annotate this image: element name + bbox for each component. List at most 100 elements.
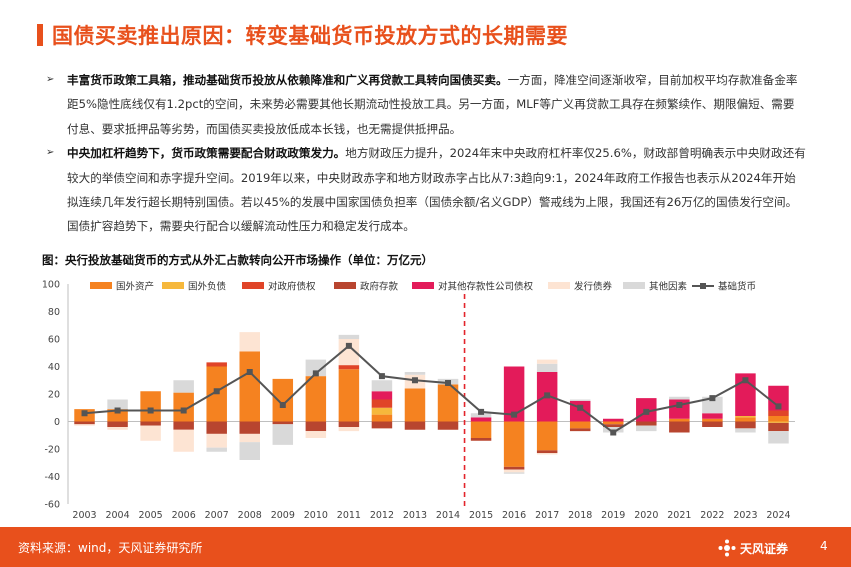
bar-segment [536, 359, 558, 364]
line-point [577, 404, 584, 411]
bar-segment [702, 421, 723, 427]
legend-label: 国外负债 [188, 281, 227, 293]
x-tick-label: 2003 [72, 510, 96, 521]
bar-segment [140, 425, 161, 441]
bar-segment [569, 428, 591, 432]
bar-segment [669, 396, 690, 400]
bar-segment [569, 400, 591, 422]
line-point [312, 370, 319, 377]
bar-segment [173, 392, 194, 422]
bar-segment [569, 421, 591, 429]
bar-segment [470, 413, 492, 418]
bar-segment [669, 421, 690, 433]
bar-segment [702, 413, 723, 419]
legend-swatch [242, 282, 264, 289]
bar-segment [74, 424, 95, 426]
bar-segment [338, 427, 360, 432]
y-tick-label: -60 [44, 500, 60, 511]
bullet-item: ➢ 中央加杠杆趋势下，货币政策需要配合财政政策发力。地方财政压力提升，2024年末… [46, 141, 806, 239]
bar-segment [768, 410, 789, 416]
x-tick-label: 2019 [601, 510, 625, 521]
bar-segment [768, 421, 789, 423]
bar-segment [371, 414, 393, 422]
tianfeng-logo-icon [718, 539, 736, 557]
x-tick-label: 2007 [205, 510, 229, 521]
legend-label: 政府存款 [360, 281, 399, 293]
x-tick-label: 2023 [733, 510, 757, 521]
line-point [676, 402, 683, 408]
line-point [610, 429, 617, 436]
line-point [147, 407, 154, 414]
bar-segment [206, 447, 227, 452]
x-tick-label: 2004 [105, 510, 129, 521]
bar-segment [206, 421, 227, 434]
line-point [445, 380, 452, 386]
line-point [544, 392, 551, 399]
line-point [345, 342, 352, 349]
bar-segment [636, 425, 657, 432]
legend-label: 其他因素 [649, 281, 688, 293]
bar-segment [371, 391, 393, 400]
bar-segment [305, 376, 327, 422]
bar-segment [536, 421, 558, 451]
line-point [114, 407, 121, 414]
x-tick-label: 2013 [403, 510, 427, 521]
legend-swatch [334, 282, 356, 289]
x-tick-label: 2012 [370, 510, 394, 521]
bar-segment [768, 385, 789, 411]
bar-segment [338, 334, 360, 339]
legend-label: 国外资产 [116, 281, 154, 293]
bar-segment [173, 380, 194, 393]
x-tick-label: 2018 [568, 510, 592, 521]
bar-segment [338, 369, 360, 422]
bar-segment [74, 421, 95, 425]
bullet-list: ➢ 丰富货币政策工具箱，推动基础货币投放从依赖降准和广义再贷款工具转向国债买卖。一… [46, 68, 806, 239]
page-title: 国债买卖推出原因：转变基础货币投放方式的长期需要 [52, 24, 568, 48]
bar-segment [272, 421, 294, 425]
bar-segment [272, 424, 294, 445]
bar-segment [404, 421, 426, 430]
bar-segment [702, 418, 723, 422]
bar-segment [503, 421, 525, 467]
line-point [378, 373, 385, 380]
line-point [643, 408, 650, 415]
bar-segment [437, 421, 459, 430]
y-tick-label: -40 [44, 472, 60, 483]
x-tick-label: 2011 [337, 510, 361, 521]
bar-segment [404, 372, 426, 375]
bullet-text: 一方面，降准空间逐渐收窄，目前加权平均存款准备金率距5%隐性底线仅有1.2pct… [67, 73, 798, 136]
x-tick-label: 2024 [766, 510, 790, 521]
legend-label: 发行债券 [574, 281, 613, 293]
x-tick-label: 2008 [238, 510, 262, 521]
bar-segment [536, 453, 558, 455]
y-tick-label: 20 [48, 390, 60, 401]
bar-segment [206, 433, 227, 448]
bullet-heading: 中央加杠杆趋势下，货币政策需要配合财政政策发力。 [67, 146, 346, 161]
bar-segment [107, 421, 128, 427]
company-logo: 天风证券 [718, 537, 788, 559]
bar-segment [404, 388, 426, 422]
bar-segment [305, 431, 327, 438]
bar-segment [768, 416, 789, 422]
bar-segment [173, 429, 194, 452]
legend-line-marker [700, 283, 706, 289]
bar-segment [636, 421, 657, 426]
bar-segment [338, 365, 360, 370]
x-tick-label: 2020 [634, 510, 658, 521]
arrow-bullet-icon: ➢ [46, 147, 55, 159]
bar-segment [503, 472, 525, 474]
legend-label: 基础货币 [718, 281, 756, 293]
line-point [213, 388, 220, 395]
arrow-bullet-icon: ➢ [46, 74, 55, 85]
bar-segment [107, 399, 128, 410]
x-tick-label: 2016 [502, 510, 526, 521]
legend-swatch [412, 282, 434, 289]
bar-segment [239, 351, 260, 422]
line-point [742, 377, 749, 384]
bar-segment [371, 399, 393, 408]
bar-segment [338, 421, 360, 427]
y-tick-label: 100 [42, 280, 60, 291]
bar-segment [569, 399, 591, 401]
legend-swatch [90, 282, 112, 289]
y-tick-label: 0 [54, 417, 60, 428]
